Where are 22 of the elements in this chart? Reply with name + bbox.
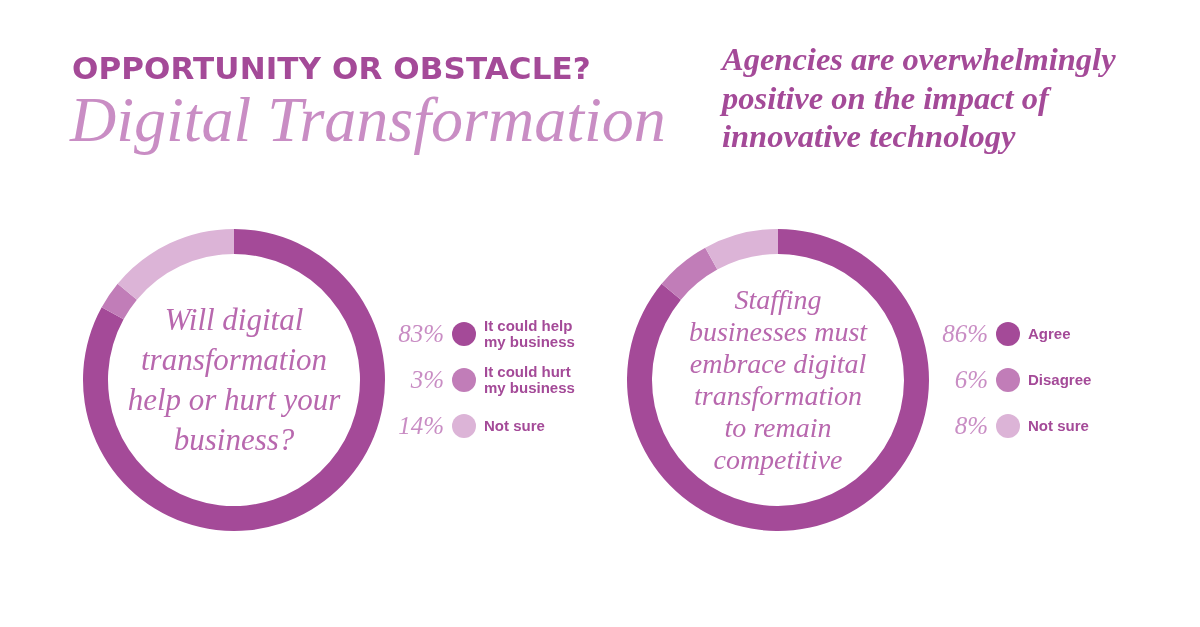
legend-label: Disagree (1028, 371, 1092, 388)
donut-slice (661, 247, 718, 300)
donut-slice (83, 229, 385, 531)
legend-label: Agree (1028, 325, 1071, 342)
text: Will digital transformation help or hurt your business? (126, 301, 342, 459)
data-label: 14% (398, 412, 444, 439)
data-label: 6% (954, 366, 988, 393)
legend-label: Not sure (484, 417, 545, 434)
legend-label: Not sure (1028, 417, 1089, 434)
legend-label: It could help my business (484, 317, 575, 350)
donut-slice (101, 283, 137, 320)
text: OPPORTUNITY OR OBSTACLE? (72, 50, 591, 86)
data-label: 86% (942, 320, 988, 347)
donut-slice (705, 229, 778, 270)
text: Staffing businesses must embrace digital transformation to remain competitive (687, 284, 869, 476)
data-label: 8% (954, 412, 988, 439)
data-label: 3% (410, 366, 444, 393)
donut-slice (117, 229, 234, 300)
data-label: 83% (398, 320, 444, 347)
text: Digital Transformation (70, 84, 666, 155)
donut-slice (627, 229, 929, 531)
legend-label: It could hurt my business (484, 363, 575, 396)
